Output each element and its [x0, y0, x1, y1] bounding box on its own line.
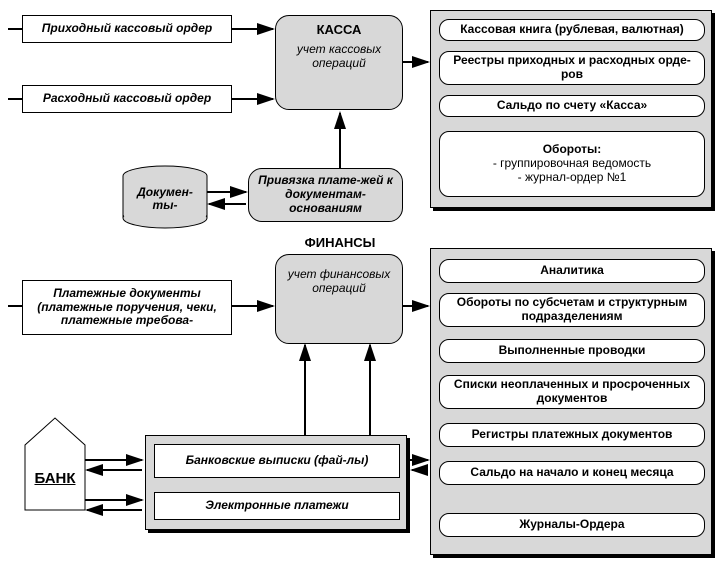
bank-statements-item: Банковские выписки (фай-лы): [154, 444, 400, 478]
finances-block: учет финансовых операций: [275, 254, 403, 344]
finances-heading: ФИНАНСЫ: [290, 235, 390, 250]
outgoing-order-label: Расходный кассовый ордер: [43, 92, 211, 106]
fin-out-5: Регистры платежных документов: [439, 423, 705, 447]
bank-epay-item: Электронные платежи: [154, 492, 400, 520]
kassa-output-panel: Кассовая книга (рублевая, валютная) Реес…: [430, 10, 712, 208]
fin-out-1: Аналитика: [439, 259, 705, 283]
kassa-title: КАССА: [282, 22, 396, 38]
payment-docs-label: Платежные документы (платежные поручения…: [27, 287, 227, 328]
incoming-order-label: Приходный кассовый ордер: [42, 22, 212, 36]
kassa-out-3: Сальдо по счету «Касса»: [439, 95, 705, 117]
kassa-subtitle: учет кассовых операций: [282, 42, 396, 71]
outgoing-order-box: Расходный кассовый ордер: [22, 85, 232, 113]
kassa-out-2: Реестры приходных и расходных орде-ров: [439, 51, 705, 85]
documents-label: Докумен-ты-: [130, 186, 200, 212]
incoming-order-box: Приходный кассовый ордер: [22, 15, 232, 43]
kassa-out-4: Обороты: - группировочная ведомость - жу…: [439, 131, 705, 197]
fin-out-7: Журналы-Ордера: [439, 513, 705, 537]
fin-out-2: Обороты по субсчетам и структурным подра…: [439, 293, 705, 327]
bank-label: БАНК: [28, 470, 82, 487]
fin-out-6: Сальдо на начало и конец месяца: [439, 461, 705, 485]
finances-subtitle: учет финансовых операций: [282, 267, 396, 296]
kassa-block: КАССА учет кассовых операций: [275, 15, 403, 110]
fin-out-3: Выполненные проводки: [439, 339, 705, 363]
payment-docs-box: Платежные документы (платежные поручения…: [22, 280, 232, 335]
fin-out-4: Списки неоплаченных и просроченных докум…: [439, 375, 705, 409]
binding-block: Привязка плате-жей к документам-основани…: [248, 168, 403, 222]
bank-icon: [25, 418, 85, 510]
kassa-out-1: Кассовая книга (рублевая, валютная): [439, 19, 705, 41]
binding-label: Привязка плате-жей к документам-основани…: [255, 174, 396, 215]
finance-output-panel: Аналитика Обороты по субсчетам и структу…: [430, 248, 712, 555]
bank-panel: Банковские выписки (фай-лы) Электронные …: [145, 435, 407, 530]
